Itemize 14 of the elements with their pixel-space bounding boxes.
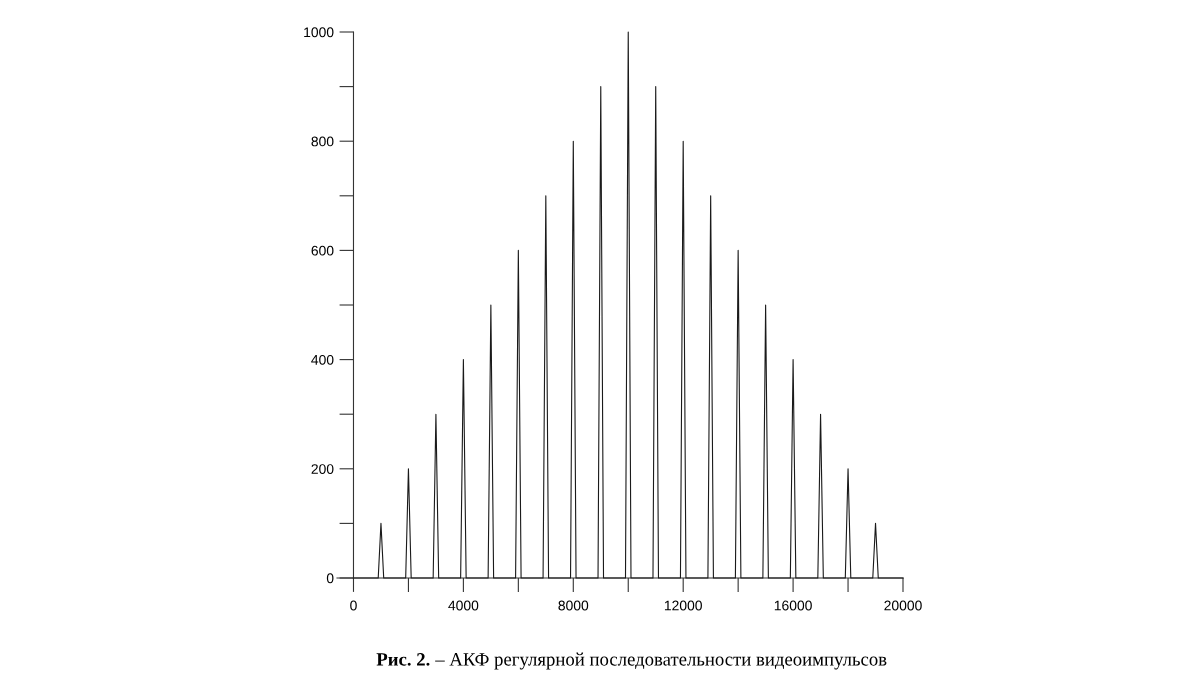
x-tick-label: 12000 — [664, 600, 702, 611]
x-tick-label: 8000 — [558, 600, 589, 611]
y-tick-label: 200 — [311, 464, 334, 474]
x-tick-label: 4000 — [448, 600, 479, 611]
y-tick-label: 0 — [326, 573, 334, 584]
text: – АКФ регулярной последовательности видеоимпульсов — [435, 652, 887, 670]
y-tick-label: 400 — [311, 354, 334, 365]
x-tick-label: 16000 — [774, 600, 812, 611]
y-tick-label: 1000 — [304, 27, 334, 38]
y-tick-label: 800 — [311, 136, 334, 147]
x-tick-label: 0 — [350, 600, 357, 611]
y-tick-label: 600 — [311, 245, 334, 256]
x-tick-label: 20000 — [884, 600, 922, 611]
text: Рис. 2. — [376, 653, 430, 666]
